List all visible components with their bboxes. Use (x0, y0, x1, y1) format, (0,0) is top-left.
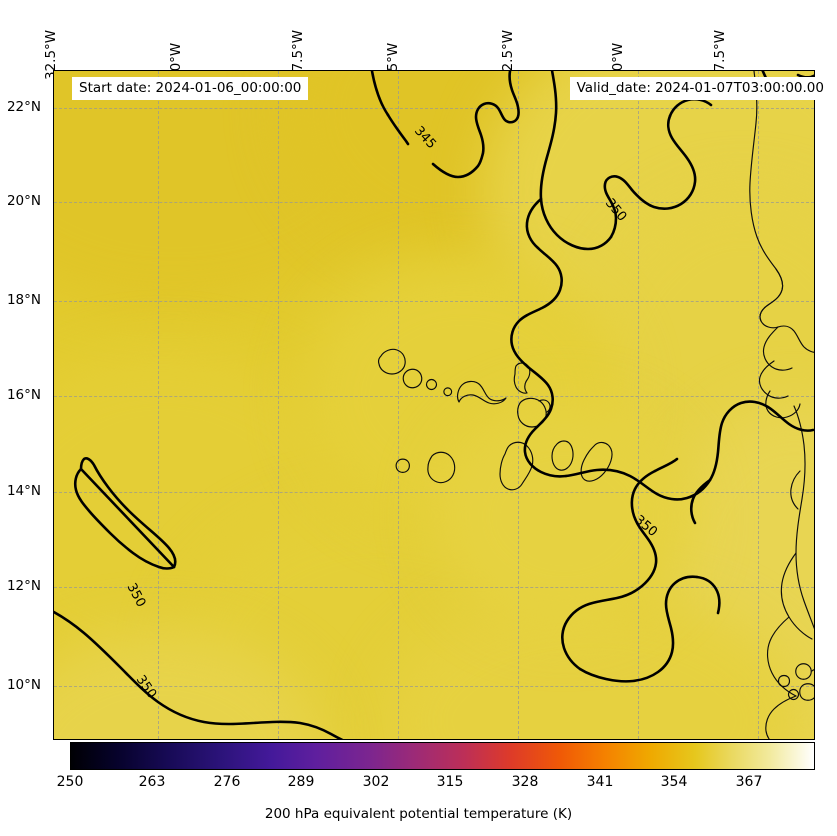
theta-e-field (54, 71, 814, 739)
coastline-west-africa (749, 71, 814, 739)
y-tick-label: 16°N (6, 387, 41, 403)
y-tick-label: 14°N (6, 483, 41, 499)
colorbar-tick-label: 328 (511, 774, 539, 790)
contour-345 (370, 71, 520, 179)
colorbar-tick-label: 315 (436, 774, 464, 790)
cape-verde-islands (378, 348, 613, 491)
contour-label-350-ne: 350 (602, 196, 629, 225)
contour-350-northeast (510, 71, 814, 525)
y-axis-tick-labels: 22°N 20°N 18°N 16°N 14°N 12°N 10°N (0, 0, 48, 836)
colorbar-tick-label: 302 (362, 774, 390, 790)
colorbar-tick-label: 263 (138, 774, 166, 790)
colorbar-tick-label: 250 (56, 774, 84, 790)
y-tick-label: 12°N (6, 578, 41, 594)
colorbar-tick-label: 276 (213, 774, 241, 790)
start-date-annotation: Start date: 2024-01-06_00:00:00 (72, 77, 309, 100)
y-tick-label: 18°N (6, 292, 41, 308)
map-plot-area: 345 350 (53, 70, 815, 740)
colorbar-tick-label: 341 (586, 774, 614, 790)
contour-350-southwest-lobe (73, 457, 177, 570)
contour-label-350-south: 350 (133, 673, 160, 702)
contour-label-345: 345 (411, 124, 439, 152)
colorbar-tick-label: 289 (287, 774, 315, 790)
colorbar-tick-label: 354 (660, 774, 688, 790)
colorbar (70, 742, 815, 770)
valid-date-annotation: Valid_date: 2024-01-07T03:00:00.00 (569, 77, 831, 100)
y-tick-label: 10°N (6, 677, 41, 693)
contour-label-350-se: 350 (631, 513, 660, 540)
contour-350-southeast (561, 457, 721, 683)
colorbar-axis-label: 200 hPa equivalent potential temperature… (264, 806, 573, 822)
y-tick-label: 22°N (6, 99, 41, 115)
map-overlay: 345 350 (54, 71, 814, 739)
colorbar-tick-label: 367 (735, 774, 763, 790)
contour-350-south (54, 610, 344, 739)
y-tick-label: 20°N (6, 193, 41, 209)
contour-label-350-sw: 350 (123, 581, 148, 610)
